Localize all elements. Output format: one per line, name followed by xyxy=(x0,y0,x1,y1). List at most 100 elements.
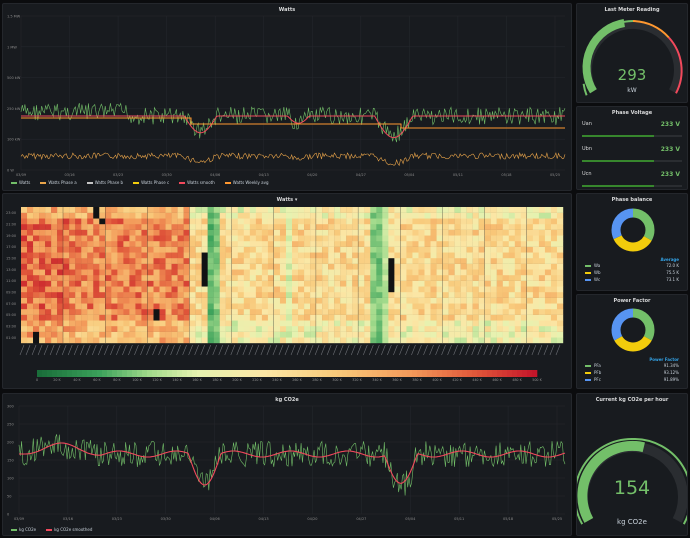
heatmap-cell xyxy=(460,212,467,219)
x-tick-label: 03/30 xyxy=(161,517,171,521)
heatmap-cell xyxy=(322,314,329,321)
heatmap-cell xyxy=(328,269,335,276)
legend-row-wb[interactable]: Wb 75.5 K xyxy=(585,269,679,276)
heatmap-cell xyxy=(316,275,323,281)
heatmap-cell xyxy=(165,326,172,332)
heatmap-cell xyxy=(39,326,46,332)
legend-kg-co2e[interactable]: kg CO2e xyxy=(11,527,36,532)
legend-row-pfb[interactable]: PFb 93.12% xyxy=(585,369,679,376)
heatmap-cell xyxy=(147,331,154,338)
heatmap-cell xyxy=(340,269,347,276)
heatmap-cell xyxy=(364,337,371,344)
x-tick-mark xyxy=(302,344,308,356)
legend-watts-phase-a[interactable]: Watts Phase a xyxy=(40,180,77,185)
heatmap-cell xyxy=(526,218,534,225)
heatmap-cell xyxy=(51,303,58,310)
heatmap-cell xyxy=(207,207,214,213)
heatmap-cell xyxy=(502,235,509,242)
legend-watts-phase-c[interactable]: Watts Phase c xyxy=(133,180,169,185)
legend-row-pfc[interactable]: PFc 91.89% xyxy=(585,376,679,383)
heatmap-cell xyxy=(27,331,34,338)
heatmap-cell xyxy=(147,224,154,230)
y-tick-label: 07:00 xyxy=(6,302,16,306)
heatmap-cell xyxy=(298,292,305,298)
legend-kg-co2e-smoothed[interactable]: kg CO2e smoothed xyxy=(46,527,92,532)
heatmap-cell xyxy=(442,303,449,310)
heatmap-cell xyxy=(69,303,76,310)
heatmap-cell xyxy=(267,218,275,225)
heatmap-cell xyxy=(364,297,371,304)
heatmap-cell xyxy=(292,218,299,225)
power-factor-panel[interactable]: Power Factor Power Factor PFa 91.34% PFb 9… xyxy=(576,294,688,389)
heatmap-cell xyxy=(328,309,335,315)
heatmap-cell xyxy=(201,303,208,310)
chevron-down-icon[interactable]: ▾ xyxy=(294,197,298,203)
co2-timeseries-panel[interactable]: kg CO2e 300 250 200 150 100 50 0 03/09 03/16 03/2… xyxy=(2,393,572,536)
heatmap-cell xyxy=(346,292,353,298)
heatmap-cell xyxy=(63,309,70,315)
phase-balance-panel[interactable]: Phase balance Average Wa 72.0 K Wb 75.5 K … xyxy=(576,193,688,291)
heatmap-cell xyxy=(231,212,238,219)
legend-row-wc[interactable]: Wc 73.1 K xyxy=(585,276,679,283)
heatmap-cell xyxy=(105,241,112,247)
color-scale-segment xyxy=(227,370,233,377)
heatmap-cell xyxy=(400,269,407,276)
legend-watts-smooth[interactable]: Watts smooth xyxy=(179,180,215,185)
heatmap-cell xyxy=(388,331,395,338)
heatmap-cell xyxy=(39,292,46,298)
heatmap-cell xyxy=(219,286,226,293)
heatmap-cell xyxy=(273,331,281,338)
color-scale-segment xyxy=(262,370,268,377)
legend-row-wa[interactable]: Wa 72.0 K xyxy=(585,262,679,269)
watts-heatmap-panel[interactable]: Watts ▾ 23:00 21:00 19:00 17:00 15:00 13:00 11… xyxy=(2,193,572,389)
meter-gauge-panel[interactable]: Last Meter Reading 293 kW xyxy=(576,3,688,103)
heatmap-cell xyxy=(304,314,311,321)
heatmap-cell xyxy=(454,235,461,242)
heatmap-cell xyxy=(243,235,251,242)
x-tick-label: 04/13 xyxy=(258,517,268,521)
heatmap-cell xyxy=(183,212,190,219)
heatmap-cell xyxy=(304,207,311,213)
heatmap-cell xyxy=(304,218,311,225)
heatmap-cell xyxy=(93,297,100,304)
color-scale-segment xyxy=(437,370,443,377)
heatmap-cell xyxy=(394,252,401,259)
heatmap-cell xyxy=(207,280,214,287)
legend-watts[interactable]: Watts xyxy=(11,180,30,185)
heatmap-cell xyxy=(538,320,546,327)
heatmap-cell xyxy=(298,224,305,230)
heatmap-cell xyxy=(412,297,419,304)
heatmap-cell xyxy=(472,241,479,247)
heatmap-cell xyxy=(550,297,558,304)
phase-voltage-panel[interactable]: Phase Voltage Uan 233 V Ubn 233 V Ucn 23… xyxy=(576,106,688,190)
heatmap-cell xyxy=(273,303,281,310)
heatmap-cell xyxy=(105,275,112,281)
heatmap-cell xyxy=(177,286,184,293)
heatmap-cell xyxy=(460,297,467,304)
heatmap-cell xyxy=(370,280,377,287)
heatmap-cell xyxy=(520,286,528,293)
legend-row-pfa[interactable]: PFa 91.34% xyxy=(585,362,679,369)
heatmap-cell xyxy=(261,326,269,332)
x-tick-mark xyxy=(224,344,230,356)
heatmap-cell xyxy=(141,320,148,327)
heatmap-cell xyxy=(418,326,425,332)
heatmap-cell xyxy=(183,207,190,213)
color-scale-label: 500 K xyxy=(532,378,542,382)
heatmap-cell xyxy=(322,337,329,344)
heatmap-cell xyxy=(21,263,28,270)
x-tick-mark xyxy=(19,344,25,356)
heatmap-cell xyxy=(27,258,34,264)
heatmap-cell xyxy=(213,320,220,327)
heatmap-cell xyxy=(273,297,281,304)
watts-timeseries-panel[interactable]: Watts 1.5 MW 1 MW 500 kW 250 kW 100 kW 0 W 03/… xyxy=(2,3,572,191)
heatmap-cell xyxy=(51,252,58,259)
co2-gauge-panel[interactable]: Current kg CO2e per hour 154 kg CO2e xyxy=(576,393,688,536)
heatmap-cell xyxy=(213,303,220,310)
heatmap-cell xyxy=(183,331,190,338)
heatmap-cell xyxy=(340,218,347,225)
heatmap-cell xyxy=(400,229,407,236)
panel-title[interactable]: Watts ▾ xyxy=(276,197,298,203)
legend-watts-phase-b[interactable]: Watts Phase b xyxy=(86,180,123,185)
legend-watts-weekly-avg[interactable]: Watts Weekly avg xyxy=(224,180,269,185)
